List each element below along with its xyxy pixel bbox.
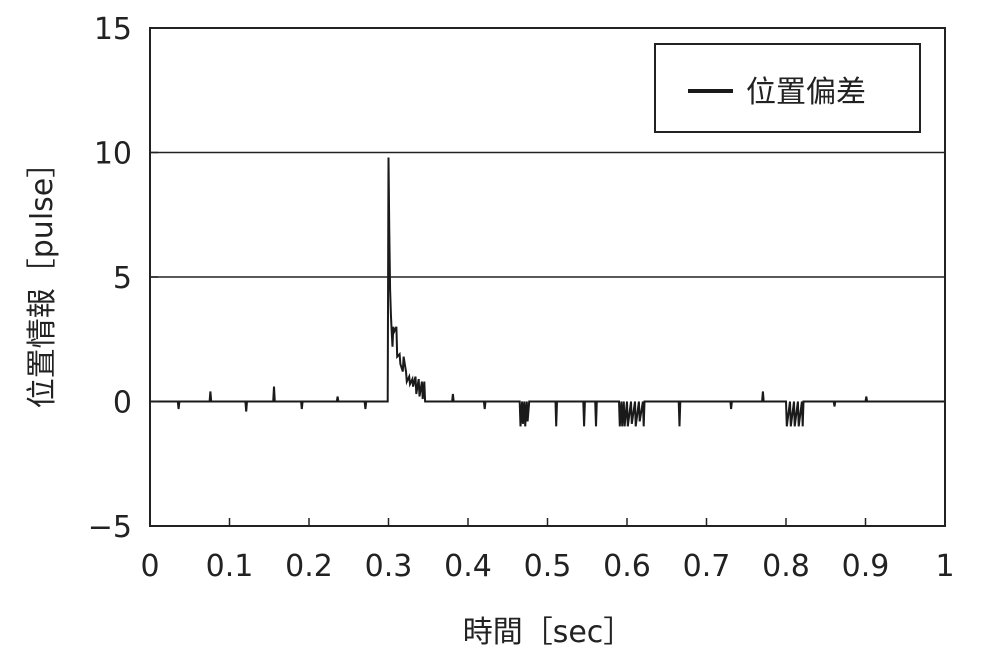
gridlines: [150, 151, 945, 278]
x-tick-label-8: 0.8: [762, 549, 810, 584]
x-tick-label-2: 0.2: [285, 549, 333, 584]
legend-label: 位置偏差: [746, 75, 866, 110]
x-tick-label-3: 0.3: [365, 549, 413, 584]
x-tick-label-0: 0: [140, 549, 159, 584]
y-tick-label-2: 5: [113, 261, 132, 296]
y-tick-label-4: 15: [94, 12, 132, 47]
legend: 位置偏差: [654, 43, 921, 133]
series-line-0: [150, 157, 945, 427]
y-tick-label-0: −5: [88, 510, 132, 545]
x-tick-label-9: 0.9: [842, 549, 890, 584]
x-tick-label-1: 0.1: [206, 549, 254, 584]
legend-box: [654, 43, 921, 133]
x-tick-label-5: 0.5: [524, 549, 572, 584]
x-tick-label-6: 0.6: [603, 549, 651, 584]
x-tick-label-7: 0.7: [683, 549, 731, 584]
x-tick-label-4: 0.4: [444, 549, 492, 584]
x-tick-label-10: 1: [935, 549, 954, 584]
y-axis-title: 位置情報［pulse］: [25, 148, 60, 408]
x-axis-title: 時間［sec］: [463, 615, 634, 650]
y-tick-label-3: 10: [94, 137, 132, 172]
y-tick-label-1: 0: [113, 386, 132, 421]
series-layer: [150, 157, 945, 427]
